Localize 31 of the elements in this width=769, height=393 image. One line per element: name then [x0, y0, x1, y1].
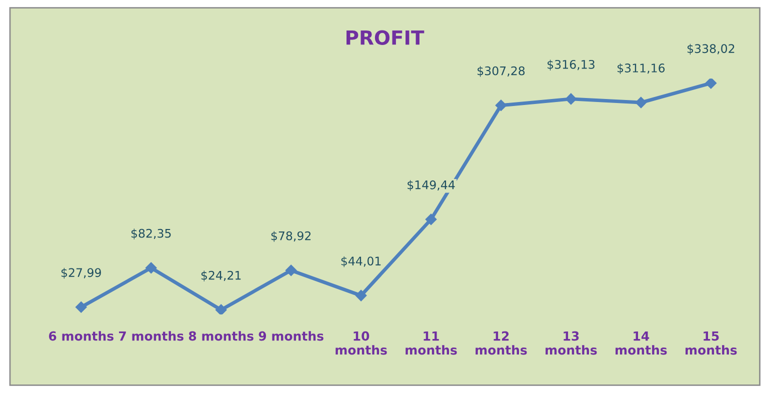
point [76, 302, 87, 313]
x-tick-label: 12 months [476, 331, 527, 355]
data-label: $311,16 [618, 63, 665, 74]
point [215, 304, 227, 314]
x-tick-label: 11 months [406, 331, 457, 355]
point [425, 214, 437, 225]
point [495, 100, 507, 111]
point [355, 290, 367, 302]
data-label: $338,02 [688, 44, 734, 55]
data-label: $24,21 [201, 270, 241, 282]
x-tick-label: 15 months [686, 331, 737, 355]
data-label: $78,92 [271, 231, 311, 242]
point [565, 93, 577, 105]
data-label: $44,01 [341, 256, 381, 268]
point [146, 262, 157, 274]
data-label: $316,13 [548, 60, 594, 70]
x-tick-label: 14 months [616, 331, 667, 355]
x-tick-label: 8 months [188, 331, 254, 341]
data-label: $307,28 [478, 66, 525, 77]
chart-title: PROFIT [346, 30, 424, 45]
x-tick-label: 10 months [336, 331, 387, 355]
point [285, 264, 297, 276]
point [705, 78, 717, 89]
data-label: $27,99 [61, 268, 101, 279]
x-tick-label: 6 months [48, 331, 114, 341]
data-label: $82,35 [131, 228, 171, 240]
x-tick-label: 9 months [258, 331, 324, 341]
x-tick-label: 13 months [546, 331, 597, 355]
x-tick-label: 7 months [119, 331, 184, 341]
point [635, 96, 647, 108]
data-label: $149,44 [408, 180, 455, 191]
